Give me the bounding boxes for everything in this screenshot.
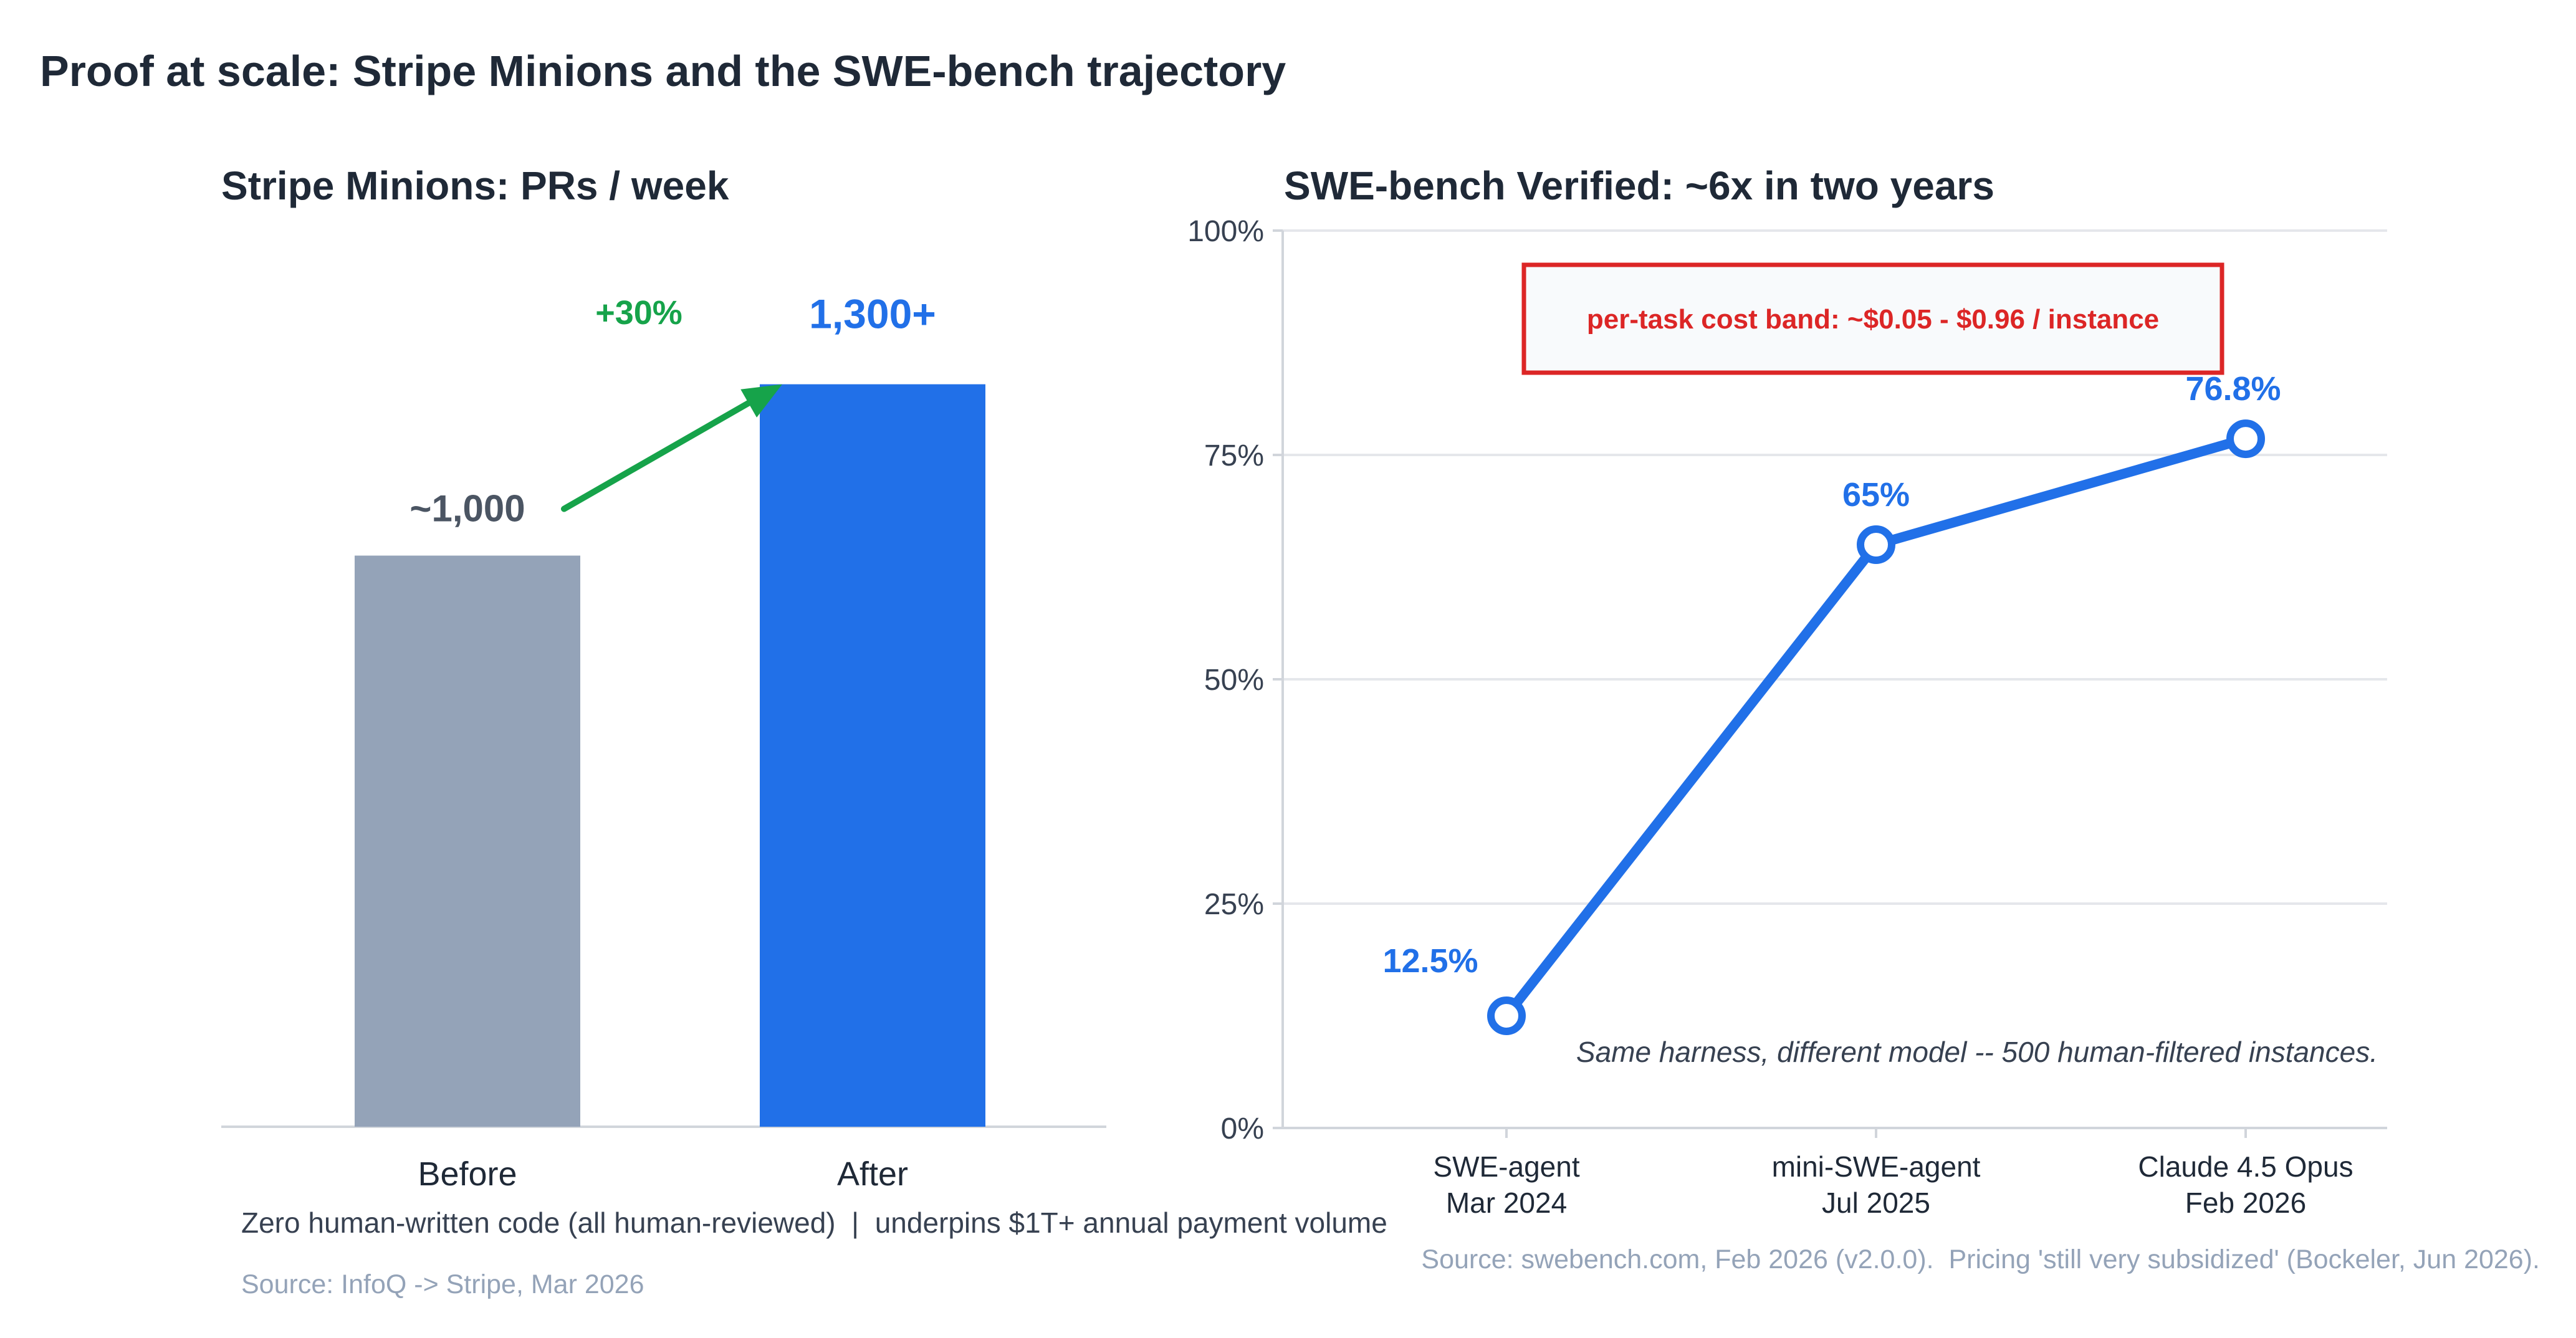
line-chart-source: Source: swebench.com, Feb 2026 (v2.0.0).… — [1421, 1245, 2540, 1274]
series-line — [1501, 434, 2251, 1021]
bar-chart-footnote: Zero human-written code (all human-revie… — [241, 1207, 1387, 1239]
growth-percent-label: +30% — [595, 294, 682, 332]
bar-category-label: After — [837, 1155, 908, 1193]
bar-before — [355, 555, 580, 1127]
line-chart-title: SWE-bench Verified: ~6x in two years — [1284, 163, 1994, 208]
bar-after — [760, 384, 985, 1127]
line-chart-note: Same harness, different model -- 500 hum… — [1576, 1036, 2378, 1068]
data-point — [1857, 525, 1895, 564]
bar-category-label: Before — [418, 1155, 517, 1193]
growth-arrow-shaft — [561, 394, 762, 512]
x-tick-label-line: SWE-agent — [1433, 1150, 1579, 1183]
x-tick-label-line: Jul 2025 — [1822, 1187, 1930, 1219]
cost-band-callout-box — [1521, 262, 2224, 375]
bar-chart-source: Source: InfoQ -> Stripe, Mar 2026 — [241, 1269, 644, 1299]
x-tick-label: SWE-agent Mar 2024 — [1433, 1150, 1579, 1219]
data-point-label: 65% — [1842, 476, 1910, 514]
x-tick-label: mini-SWE-agent Jul 2025 — [1772, 1150, 1981, 1219]
data-point — [1487, 996, 1526, 1035]
x-tick-label: Claude 4.5 Opus Feb 2026 — [2138, 1150, 2353, 1219]
bar-chart-title: Stripe Minions: PRs / week — [221, 163, 729, 208]
x-tick-label-line: Claude 4.5 Opus — [2138, 1150, 2353, 1183]
line-chart-x-ticks: SWE-agent Mar 2024 mini-SWE-agent Jul 2025 C… — [1433, 1128, 2353, 1219]
y-tick-label: 0% — [1221, 1112, 1264, 1145]
y-tick-label: 100% — [1187, 215, 1264, 248]
data-point-label: 76.8% — [2185, 370, 2281, 408]
y-tick-label: 25% — [1204, 888, 1264, 921]
x-tick-label-line: Feb 2026 — [2185, 1187, 2306, 1219]
line-chart-series: 12.5% 65% 76.8% — [1382, 370, 2281, 1035]
swe-bench-line-chart: SWE-bench Verified: ~6x in two years 0% 2… — [1187, 163, 2540, 1274]
growth-arrow-head — [740, 384, 782, 418]
data-point-label: 12.5% — [1382, 942, 1478, 980]
cost-band-callout-text: per-task cost band: ~$0.05 - $0.96 / ins… — [1587, 304, 2159, 335]
x-tick-label-line: Mar 2024 — [1446, 1187, 1567, 1219]
bar-data-label: 1,300+ — [809, 291, 936, 337]
data-point — [2226, 419, 2265, 459]
y-tick-label: 50% — [1204, 664, 1264, 697]
stripe-minions-bar-chart: Stripe Minions: PRs / week Zero human-wr… — [221, 163, 1387, 1299]
line-chart-gridlines — [1283, 229, 2387, 905]
bar-data-label: ~1,000 — [409, 488, 525, 530]
line-chart-y-ticks: 0% 25% 50% 75% 100% — [1187, 215, 1283, 1145]
y-tick-label: 75% — [1204, 439, 1264, 472]
x-tick-label-line: mini-SWE-agent — [1772, 1150, 1981, 1183]
figure-title: Proof at scale: Stripe Minions and the S… — [40, 47, 1286, 95]
